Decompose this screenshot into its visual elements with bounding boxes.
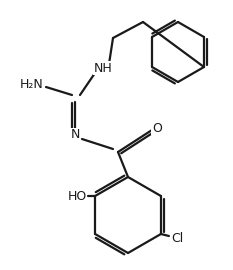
Text: NH: NH <box>94 62 112 75</box>
Text: N: N <box>70 129 80 141</box>
Text: H₂N: H₂N <box>20 77 44 90</box>
Text: Cl: Cl <box>171 231 183 245</box>
Text: O: O <box>152 122 162 134</box>
Text: HO: HO <box>68 190 87 202</box>
